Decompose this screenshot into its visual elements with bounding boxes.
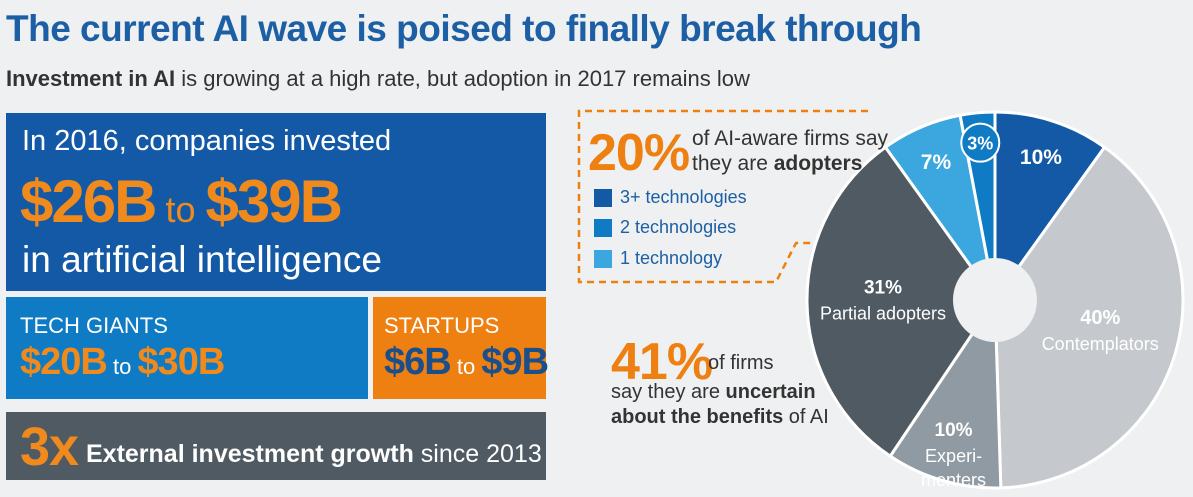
slice-value-label: 31% (864, 278, 902, 299)
startups-label: STARTUPS (384, 313, 500, 338)
subtitle-bold: Investment in AI (6, 66, 176, 91)
uncertain-line2: say they are uncertain (611, 380, 829, 405)
growth-rest: since 2013 (413, 440, 542, 468)
growth-box: 3x External investment growth since 2013 (6, 412, 546, 480)
page-title: The current AI wave is poised to finally… (6, 8, 922, 49)
tech-giants-high: $30B (137, 341, 225, 383)
legend-swatch (594, 219, 612, 237)
legend-label: 1 technology (620, 248, 723, 268)
slice-value-label: 3% (967, 134, 993, 154)
investment-to: to (155, 189, 206, 230)
uncertain-line2-bold: uncertain (725, 381, 816, 403)
growth-value: 3x (20, 417, 79, 477)
uncertain-line3: about the benefits of AI (611, 405, 829, 430)
tech-giants-to: to (106, 354, 138, 379)
investment-range: $26B to $39B (20, 167, 343, 236)
legend-label: 2 technologies (620, 217, 737, 237)
page-subtitle: Investment in AI is growing at a high ra… (6, 66, 750, 92)
slice-value-label: 10% (935, 420, 973, 441)
slice-name-label: menters (921, 470, 986, 490)
adopters-line1: of AI-aware firms say (692, 127, 889, 150)
startups-low: $6B (384, 341, 452, 383)
uncertain-line2-pre: say they are (611, 381, 726, 403)
slice-value-label: 40% (1080, 307, 1120, 329)
adopters-text: of AI-aware firms say they are adopters (692, 126, 888, 176)
startups-to: to (450, 354, 482, 379)
startups-box: STARTUPS $6B to $9B (373, 297, 549, 399)
slice-value-label: 7% (921, 151, 952, 174)
startups-high: $9B (481, 341, 549, 383)
investment-line3: in artificial intelligence (22, 239, 382, 280)
donut-labels: 10% 40% Contemplators 10% Experi-menters 31% P… (820, 122, 1159, 490)
investment-line1: In 2016, companies invested (22, 125, 392, 157)
slice-name-label: Experi- (925, 446, 982, 466)
donut-slice (805, 145, 997, 459)
slice-label-bubble (960, 122, 1001, 163)
donut-slices (805, 110, 1185, 490)
adopters-callout-frame (577, 109, 868, 284)
uncertain-line1: of firms (708, 352, 774, 374)
legend-swatch (594, 250, 612, 268)
donut-slice (993, 145, 1185, 490)
investment-low: $26B (20, 168, 157, 235)
donut-slice (993, 110, 1107, 305)
donut-slice (888, 295, 1003, 490)
legend-label: 3+ technologies (620, 187, 747, 207)
uncertain-line3-post: of AI (783, 406, 829, 428)
donut-hole (953, 258, 1037, 342)
growth-text: External investment growth since 2013 (86, 440, 542, 469)
tech-giants-box: TECH GIANTS $20B to $30B (6, 297, 368, 399)
uncertain-percent: 41% (611, 333, 713, 391)
investment-box: In 2016, companies invested $26B to $39B… (6, 113, 546, 291)
tech-giants-low: $20B (20, 341, 108, 383)
slice-value-label: 10% (1020, 146, 1062, 169)
slice-name-label: Contemplators (1042, 334, 1159, 354)
adopters-percent: 20% (588, 124, 690, 182)
uncertain-text: say they are uncertain about the benefit… (611, 380, 829, 430)
adopters-line2-pre: they are (692, 152, 774, 175)
subtitle-rest: is growing at a high rate, but adoption … (175, 66, 750, 91)
legend-swatch (594, 189, 612, 207)
slice-name-label: Partial adopters (820, 304, 946, 324)
investment-high: $39B (205, 168, 342, 235)
adopters-line2: they are adopters (692, 151, 888, 176)
tech-giants-label: TECH GIANTS (20, 313, 168, 338)
uncertain-line3-bold: about the benefits (611, 406, 784, 428)
growth-bold: External investment growth (86, 440, 414, 468)
adopters-line2-bold: adopters (773, 152, 863, 175)
tech-giants-range: $20B to $30B (20, 341, 225, 384)
startups-range: $6B to $9B (384, 341, 549, 384)
